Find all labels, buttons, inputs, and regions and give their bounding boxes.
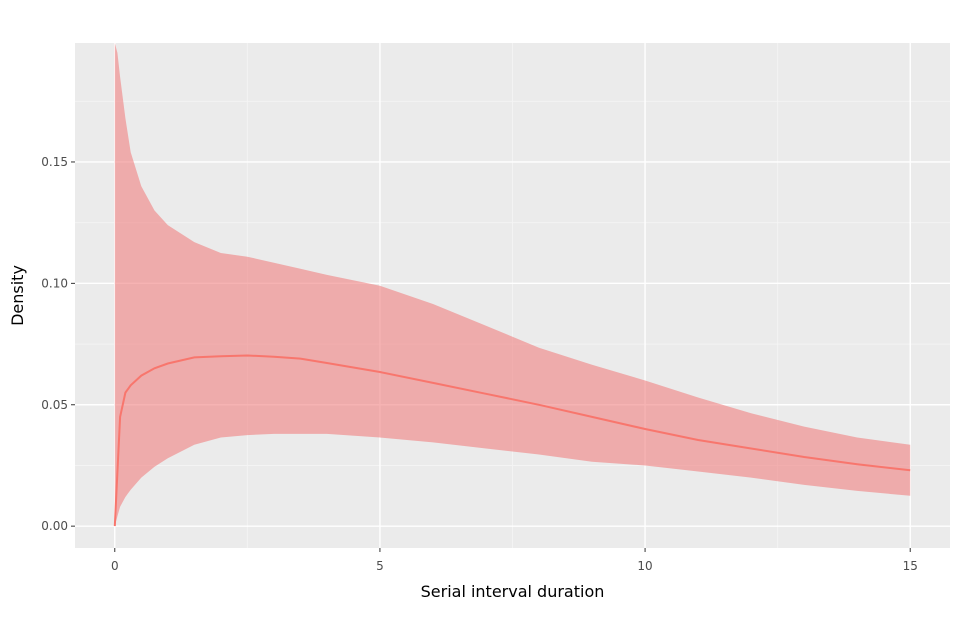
x-tick-label: 10	[637, 559, 652, 573]
x-axis: 0 5 10 15	[111, 548, 918, 573]
y-axis-title: Density	[8, 265, 27, 326]
y-tick-label: 0.10	[41, 276, 68, 290]
density-line	[113, 354, 911, 527]
y-tick-label: 0.05	[41, 398, 68, 412]
y-tick-label: 0.00	[41, 519, 68, 533]
x-tick-label: 5	[376, 559, 384, 573]
x-tick-label: 15	[903, 559, 918, 573]
x-tick-label: 0	[111, 559, 119, 573]
y-axis: 0.00 0.05 0.10 0.15	[41, 155, 75, 533]
minor-gridlines	[75, 43, 950, 548]
x-axis-title: Serial interval duration	[421, 582, 605, 601]
y-tick-label: 0.15	[41, 155, 68, 169]
confidence-ribbon	[114, 43, 911, 527]
